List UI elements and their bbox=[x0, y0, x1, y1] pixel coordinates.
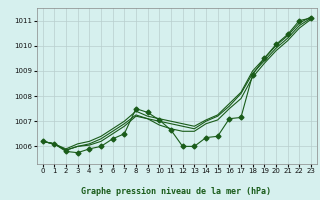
Text: Graphe pression niveau de la mer (hPa): Graphe pression niveau de la mer (hPa) bbox=[81, 187, 271, 196]
